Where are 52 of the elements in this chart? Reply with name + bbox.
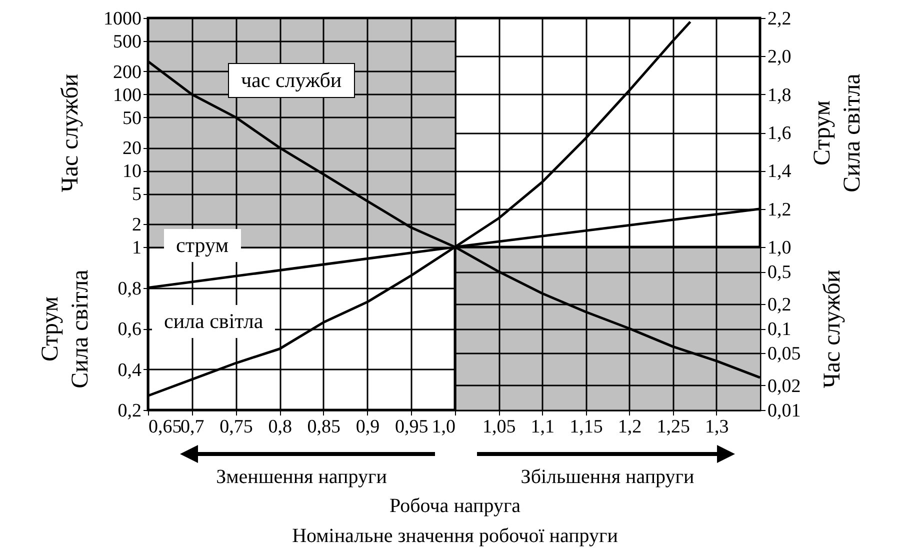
y-tick-label: 5	[132, 184, 142, 206]
y-tick-label: 1,0	[768, 238, 792, 258]
text: Зменшення напруги	[216, 466, 387, 489]
y-tick-label: 1,6	[768, 123, 792, 144]
y-axis-title: Струм Сила світла	[810, 73, 866, 192]
y-axis-title: Час служби	[820, 270, 846, 388]
y-tick-label: 2,0	[768, 46, 792, 68]
x-axis-title: Робоча напруга	[389, 495, 521, 518]
y-tick-label: 500	[113, 31, 142, 52]
y-tick-label: 0,05	[768, 344, 801, 365]
x-tick-label: 0,8	[268, 416, 292, 438]
x-tick-label: 0,9	[356, 416, 380, 438]
x-tick-label: 1,2	[618, 416, 642, 438]
x-tick-label: 1,25	[656, 416, 690, 438]
y-axis-title: Час служби	[58, 74, 84, 192]
y-tick-label: 0,1	[768, 319, 792, 340]
y-tick-label: 0,2	[768, 294, 792, 316]
x-tick-label: 0,85	[307, 416, 341, 438]
y-axis-title: Струм Сила світла	[38, 269, 94, 388]
x-tick-label: 1,05	[482, 416, 516, 438]
text: Номінальне значення робочої напруги	[292, 525, 618, 548]
x-tick-label: 0,75	[220, 416, 253, 438]
x-tick-label: 0,7	[180, 416, 204, 438]
y-tick-label: 0,02	[768, 376, 801, 397]
y-tick-label: 0,2	[118, 400, 142, 422]
series-label: струм	[164, 229, 240, 262]
y-tick-label: 10	[122, 161, 142, 182]
x-tick-label: 1,0	[432, 416, 456, 438]
x-tick-label: 0,95	[395, 416, 428, 438]
y-tick-label: 2	[132, 214, 142, 236]
x-tick-label: 1,3	[705, 416, 729, 438]
y-tick-label: 0,4	[118, 360, 142, 381]
y-tick-label: 1	[132, 238, 142, 258]
y-tick-label: 1000	[104, 8, 142, 30]
y-tick-label: 50	[122, 108, 142, 129]
series-label: час служби	[228, 63, 355, 98]
x-tick-label: 1,15	[570, 416, 603, 438]
x-tick-label: 0,65	[148, 416, 182, 438]
y-tick-label: 1,8	[768, 84, 792, 106]
y-tick-label: 1,4	[768, 161, 792, 182]
y-tick-label: 0,01	[768, 400, 801, 422]
y-tick-label: 20	[122, 138, 142, 160]
y-tick-label: 200	[113, 62, 142, 83]
y-tick-label: 1,2	[768, 199, 792, 220]
y-tick-label: 100	[113, 84, 142, 106]
y-tick-label: 0,8	[118, 278, 142, 300]
x-tick-label: 1,1	[530, 416, 555, 438]
y-tick-label: 0,6	[118, 319, 142, 340]
series-label: сила світла	[152, 305, 276, 338]
text: Збільшення напруги	[520, 466, 694, 489]
y-tick-label: 2,2	[768, 8, 792, 30]
y-tick-label: 0,5	[768, 262, 792, 284]
